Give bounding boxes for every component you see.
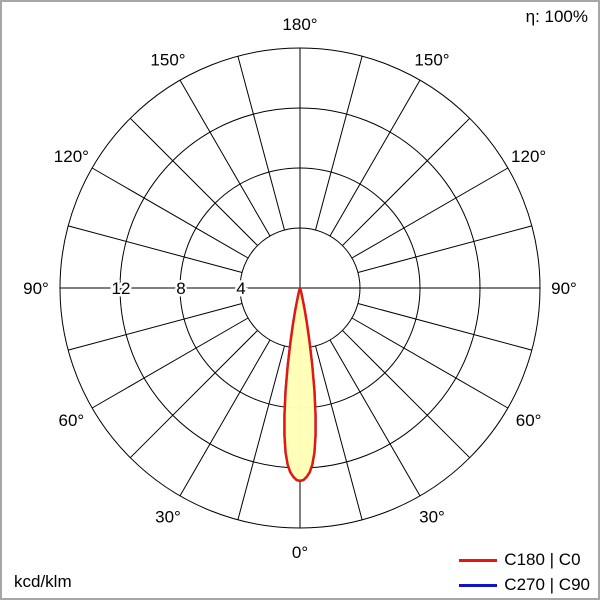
grid-spoke	[129, 330, 258, 459]
legend-label-c180-c0: C180 | C0	[504, 550, 581, 569]
grid-spoke	[315, 56, 363, 231]
angle-label: 60°	[59, 411, 85, 430]
legend: C180 | C0 C270 | C90	[459, 550, 590, 595]
legend-item-c180-c0: C180 | C0	[459, 550, 590, 570]
curve-c180-c0	[283, 286, 317, 482]
grid-spoke	[129, 117, 258, 246]
grid-spoke	[179, 79, 271, 237]
grid-spoke	[68, 303, 243, 351]
efficiency-label: η: 100%	[525, 7, 588, 26]
grid-spoke	[329, 339, 421, 497]
grid-spoke	[342, 330, 471, 459]
grid-spoke	[351, 167, 509, 259]
grid-spoke	[179, 339, 271, 497]
angle-label: 90°	[23, 279, 49, 298]
grid-spoke	[315, 345, 363, 520]
angle-label: 0°	[292, 543, 308, 562]
angle-label: 60°	[516, 411, 542, 430]
radial-tick-label: 12	[112, 279, 131, 298]
grid-spoke	[357, 303, 532, 351]
grid-spoke	[329, 79, 421, 237]
legend-line-blue-icon	[459, 583, 498, 587]
legend-item-c270-c90: C270 | C90	[459, 575, 590, 595]
grid-spoke	[91, 167, 249, 259]
angle-label: 120°	[54, 147, 89, 166]
grid-spoke	[237, 345, 285, 520]
angle-label: 150°	[414, 50, 449, 69]
angle-label: 120°	[511, 147, 546, 166]
grid-spoke	[357, 225, 532, 273]
legend-label-c270-c90: C270 | C90	[504, 575, 590, 594]
unit-label: kcd/klm	[14, 572, 72, 592]
angle-label: 180°	[282, 15, 317, 34]
angle-label: 90°	[551, 279, 577, 298]
angle-label: 30°	[155, 508, 181, 527]
angle-label: 30°	[419, 508, 445, 527]
grid-spoke	[351, 317, 509, 409]
grid-spoke	[237, 56, 285, 231]
grid-spoke	[91, 317, 249, 409]
grid-spoke	[68, 225, 243, 273]
grid-spoke	[342, 117, 471, 246]
radial-tick-label: 8	[176, 279, 185, 298]
radial-tick-label: 4	[236, 279, 245, 298]
angle-label: 150°	[150, 50, 185, 69]
legend-line-red-icon	[459, 558, 498, 562]
